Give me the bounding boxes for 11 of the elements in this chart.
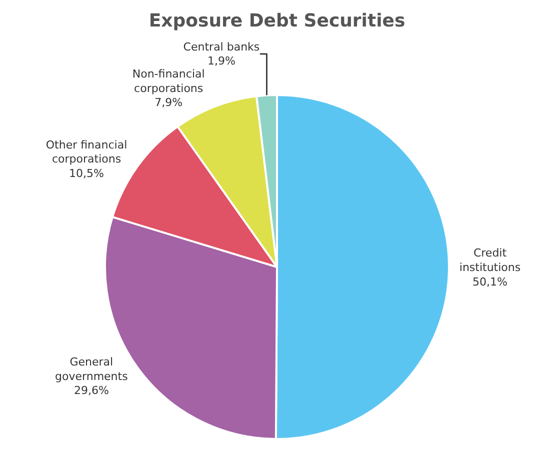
chart-title: Exposure Debt Securities — [148, 10, 406, 32]
slice-label: Credit institutions — [459, 246, 521, 274]
data-label: 10,5% — [69, 167, 104, 180]
slice-label: Non-financial corporations — [132, 68, 205, 95]
data-label: 29,6% — [74, 384, 109, 398]
data-label: 7,9% — [154, 96, 183, 110]
slice-label: Other financial corporations — [46, 138, 128, 166]
slice-label: General governments — [55, 355, 128, 383]
data-label: 50,1% — [472, 275, 508, 288]
data-label: 1,9% — [208, 54, 236, 68]
slice-label: Central banks — [183, 40, 260, 54]
